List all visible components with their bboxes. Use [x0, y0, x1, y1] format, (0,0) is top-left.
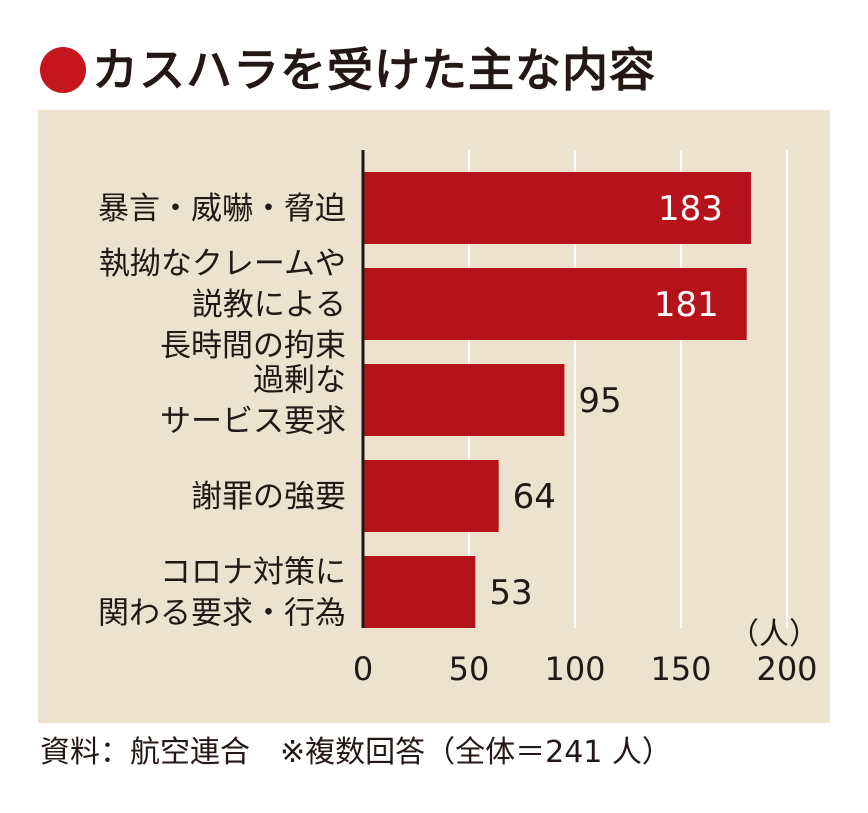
bar-3: [363, 460, 499, 532]
red-circle-icon: [40, 47, 86, 93]
bar-2: [363, 364, 565, 436]
source-footnote: 資料：航空連合 ※複数回答（全体＝241 人）: [40, 735, 672, 770]
category-label-2-0: 過剰な: [253, 363, 346, 399]
category-label-2-1: サービス要求: [160, 404, 346, 440]
tick-label-0: 0: [353, 650, 373, 688]
tick-label-50: 50: [449, 650, 490, 688]
value-label-4: 53: [489, 573, 532, 613]
chart-title-block: カスハラを受けた主な内容: [40, 40, 656, 100]
category-label-1-2: 長時間の拘束: [160, 328, 346, 364]
tick-label-150: 150: [650, 650, 711, 688]
category-label-1-1: 説教による: [192, 287, 346, 323]
value-label-2: 95: [578, 381, 621, 421]
category-label-4-1: 関わる要求・行為: [98, 596, 346, 632]
bar-4: [363, 556, 476, 628]
category-label-1-0: 執拗なクレームや: [99, 246, 346, 282]
unit-label: （人）: [729, 617, 819, 652]
value-label-0: 183: [658, 189, 723, 229]
value-label-3: 64: [513, 477, 556, 517]
value-label-1: 181: [654, 285, 719, 325]
category-label-0-0: 暴言・威嚇・脅迫: [98, 191, 346, 227]
category-label-3-0: 謝罪の強要: [191, 479, 346, 515]
tick-label-100: 100: [544, 650, 605, 688]
bar-1: [363, 268, 747, 340]
chart-title: カスハラを受けた主な内容: [92, 43, 656, 97]
tick-label-200: 200: [756, 650, 817, 688]
category-label-4-0: コロナ対策に: [160, 555, 346, 591]
bar-0: [363, 172, 751, 244]
